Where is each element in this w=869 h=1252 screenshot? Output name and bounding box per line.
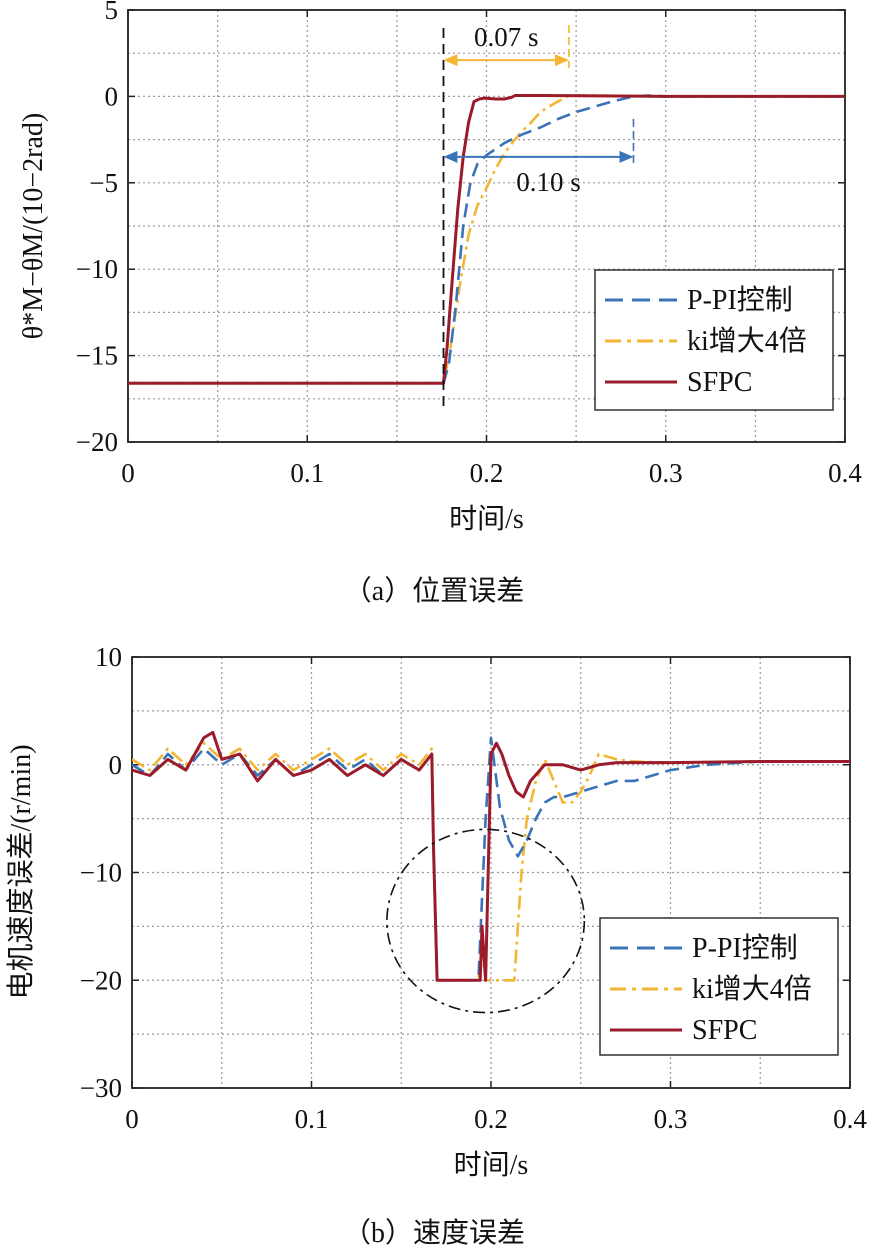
legend-box bbox=[594, 269, 834, 411]
legend-entry: P-PI控制 bbox=[692, 932, 798, 964]
y-axis-label: θ*M−θM/(10−2rad) bbox=[18, 113, 49, 339]
x-tick-label: 0.4 bbox=[828, 458, 862, 488]
arrow-head-left bbox=[443, 54, 458, 67]
legend-entry: ki增大4倍 bbox=[687, 325, 807, 357]
legend-entry: ki增大4倍 bbox=[692, 973, 812, 1005]
x-tick-label: 0.1 bbox=[290, 458, 324, 488]
legend: P-PI控制 ki增大4倍 SFPC bbox=[594, 269, 834, 411]
interval-label: 0.10 s bbox=[516, 167, 581, 197]
y-tick-label: −5 bbox=[89, 168, 118, 198]
x-tick-label: 0.4 bbox=[833, 1104, 867, 1134]
figure-caption: （b）速度误差 bbox=[343, 1217, 525, 1249]
arrow-head-right bbox=[619, 150, 634, 163]
y-tick-label: 0 bbox=[105, 81, 119, 111]
arrow-head-left bbox=[443, 150, 458, 163]
legend-box bbox=[599, 917, 839, 1056]
y-axis-label: 电机速度误差/(r/min) bbox=[5, 744, 37, 999]
series-line-sfpc bbox=[132, 730, 850, 982]
x-tick-label: 0.2 bbox=[470, 458, 504, 488]
x-tick-label: 0 bbox=[121, 458, 135, 488]
chart-a: 0 0.1 0.2 0.3 0.4 5 0 −5 −10 −15 −20 时间/s θ*M−θM/(10… bbox=[18, 0, 862, 607]
x-tick-label: 0.1 bbox=[295, 1104, 329, 1134]
legend-entry: SFPC bbox=[692, 1015, 757, 1046]
y-tick-label: −20 bbox=[76, 427, 118, 457]
y-tick-label: 5 bbox=[105, 0, 119, 25]
series-line-p-pi bbox=[128, 94, 845, 385]
y-tick-label: −10 bbox=[76, 254, 118, 284]
x-tick-label: 0.2 bbox=[474, 1104, 508, 1134]
x-tick-label: 0 bbox=[125, 1104, 139, 1134]
y-tick-label: −30 bbox=[80, 1073, 122, 1103]
x-axis-label: 时间/s bbox=[454, 1149, 529, 1181]
x-tick-label: 0.3 bbox=[654, 1104, 688, 1134]
legend: P-PI控制 ki增大4倍 SFPC bbox=[599, 917, 839, 1056]
x-axis-label: 时间/s bbox=[449, 503, 524, 535]
y-tick-label: −15 bbox=[76, 341, 118, 371]
y-tick-label: −10 bbox=[80, 858, 122, 888]
highlight-ellipse bbox=[386, 828, 586, 1014]
chart-b: 0 0.1 0.2 0.3 0.4 10 0 −10 −20 −30 时间/s 电机速度误差/(r/m… bbox=[5, 642, 867, 1249]
figure-caption: （a）位置误差 bbox=[344, 575, 524, 607]
y-tick-label: −20 bbox=[80, 965, 122, 995]
legend-entry: P-PI控制 bbox=[687, 284, 793, 316]
legend-entry: SFPC bbox=[687, 367, 752, 398]
interval-label: 0.07 s bbox=[474, 22, 539, 52]
x-tick-label: 0.3 bbox=[649, 458, 683, 488]
y-tick-label: 10 bbox=[95, 642, 122, 672]
series-line-sfpc bbox=[128, 94, 845, 385]
y-tick-label: 0 bbox=[109, 750, 123, 780]
arrow-head-right bbox=[554, 54, 569, 67]
